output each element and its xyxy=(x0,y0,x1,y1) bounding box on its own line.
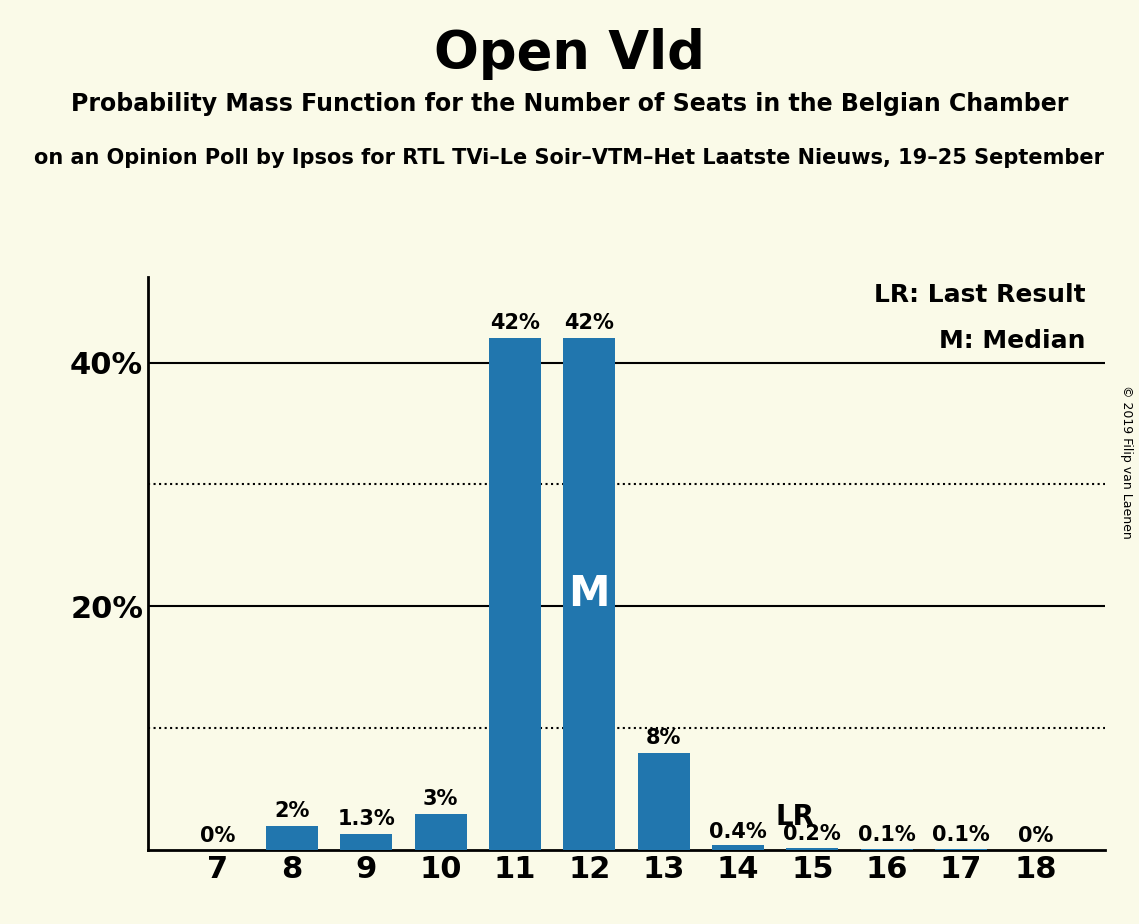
Text: M: Median: M: Median xyxy=(940,329,1085,353)
Text: on an Opinion Poll by Ipsos for RTL TVi–Le Soir–VTM–Het Laatste Nieuws, 19–25 Se: on an Opinion Poll by Ipsos for RTL TVi–… xyxy=(34,148,1105,168)
Text: M: M xyxy=(568,573,611,615)
Text: 0.2%: 0.2% xyxy=(784,824,842,844)
Text: LR: LR xyxy=(776,803,814,831)
Text: 0%: 0% xyxy=(199,826,236,846)
Text: 0.1%: 0.1% xyxy=(932,825,990,845)
Text: 3%: 3% xyxy=(423,789,458,808)
Text: 0%: 0% xyxy=(1017,826,1054,846)
Text: 0.4%: 0.4% xyxy=(710,821,767,842)
Bar xyxy=(265,826,318,850)
Bar xyxy=(861,849,912,850)
Text: 2%: 2% xyxy=(274,801,310,821)
Text: LR: Last Result: LR: Last Result xyxy=(874,283,1085,307)
Text: 42%: 42% xyxy=(490,313,540,334)
Bar xyxy=(489,338,541,850)
Text: 8%: 8% xyxy=(646,728,681,748)
Bar xyxy=(786,847,838,850)
Text: © 2019 Filip van Laenen: © 2019 Filip van Laenen xyxy=(1121,385,1133,539)
Text: Probability Mass Function for the Number of Seats in the Belgian Chamber: Probability Mass Function for the Number… xyxy=(71,92,1068,116)
Bar xyxy=(712,845,764,850)
Text: 0.1%: 0.1% xyxy=(858,825,916,845)
Text: 1.3%: 1.3% xyxy=(337,809,395,830)
Bar xyxy=(564,338,615,850)
Bar xyxy=(415,813,467,850)
Bar xyxy=(638,752,689,850)
Text: 42%: 42% xyxy=(564,313,614,334)
Text: Open Vld: Open Vld xyxy=(434,28,705,79)
Bar xyxy=(341,834,392,850)
Bar xyxy=(935,849,988,850)
